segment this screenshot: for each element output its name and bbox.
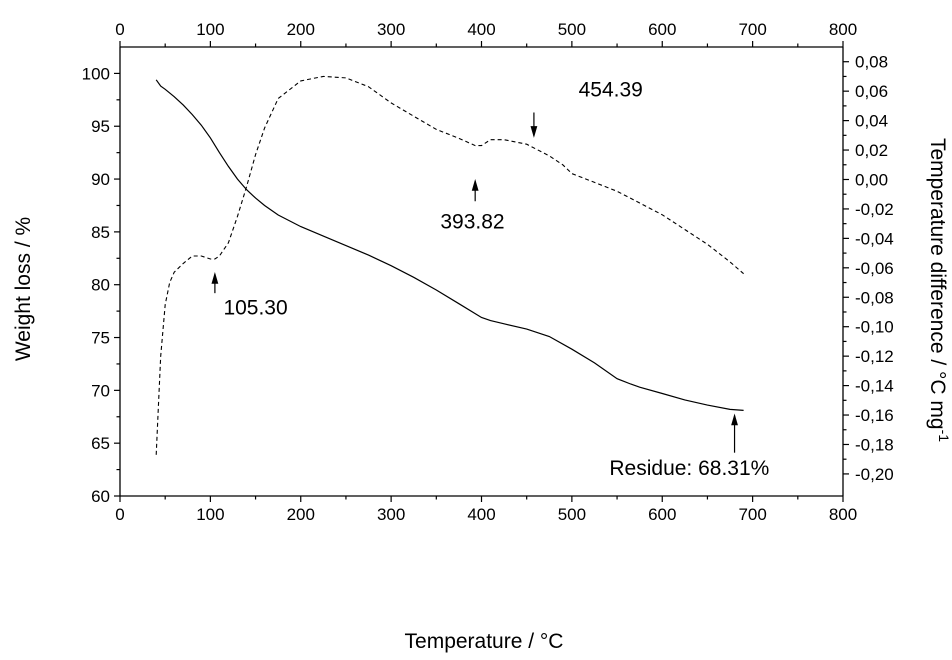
- x-tick-label-bottom: 0: [115, 505, 124, 524]
- weight-loss-curve: [155, 79, 744, 411]
- series-layer: [155, 75, 744, 455]
- y-right-tick-label: -0,14: [855, 377, 894, 396]
- x-axis-bottom-ticks: 0 100 200 300 400 500 600 700 800: [115, 496, 857, 524]
- x-tick-label-top: 400: [467, 20, 495, 39]
- annotation-arrow: [530, 112, 538, 138]
- arrow-head: [471, 179, 479, 191]
- y-right-tick-label: 0,00: [855, 170, 888, 189]
- y-right-tick-label: 0,04: [855, 112, 888, 131]
- x-tick-label-top: 600: [648, 20, 676, 39]
- annotation-label: 454.39: [579, 79, 643, 102]
- x-tick-label-bottom: 700: [738, 505, 766, 524]
- y-axis-left-ticks: 60 65 70 75 80 85 90 95 100: [82, 64, 120, 506]
- x-tick-label-bottom: 400: [467, 505, 495, 524]
- temperature-difference-curve: [155, 75, 744, 455]
- y-right-tick-label: 0,02: [855, 141, 888, 160]
- x-tick-label-top: 200: [287, 20, 315, 39]
- y-right-tick-label: -0,18: [855, 435, 894, 454]
- y-axis-right-ticks: -0,20 -0,18 -0,16 -0,14 -0,12 -0,10 -0,08 -0,06…: [843, 53, 894, 484]
- x-tick-label-bottom: 300: [377, 505, 405, 524]
- x-tick-label-top: 100: [196, 20, 224, 39]
- x-axis-top-ticks: 0 100 200 300 400 500 600 700 800: [115, 20, 857, 47]
- x-axis-title: Temperature / °C: [405, 630, 564, 653]
- x-tick-label-top: 800: [829, 20, 857, 39]
- x-tick-label-top: 300: [377, 20, 405, 39]
- y-right-tick-label: -0,06: [855, 259, 894, 278]
- y-axis-left-title: Weight loss / %: [12, 217, 35, 361]
- y-right-tick-label: 0,06: [855, 82, 888, 101]
- arrow-head: [731, 413, 738, 426]
- x-tick-label-bottom: 100: [196, 505, 224, 524]
- y-right-tick-label: -0,02: [855, 200, 894, 219]
- y-right-tick-label: -0,12: [855, 347, 894, 366]
- annotation-arrow: [211, 271, 219, 294]
- y-axis-right-title-superscript: -1: [936, 430, 952, 443]
- y-right-tick-label: -0,04: [855, 229, 894, 248]
- annotation-arrow: [471, 179, 479, 202]
- arrow-head: [530, 126, 538, 138]
- annotation-label: Residue: 68.31%: [609, 457, 769, 480]
- y-left-tick-label: 80: [91, 276, 110, 295]
- y-left-tick-label: 95: [91, 117, 110, 136]
- y-right-tick-label: -0,08: [855, 288, 894, 307]
- x-tick-label-bottom: 500: [558, 505, 586, 524]
- y-left-tick-label: 75: [91, 329, 110, 348]
- y-right-tick-label: -0,10: [855, 318, 894, 337]
- y-right-tick-label: -0,20: [855, 465, 894, 484]
- x-tick-label-bottom: 600: [648, 505, 676, 524]
- y-axis-right-title: Temperature difference / °C mg-1: [926, 138, 952, 442]
- y-left-tick-label: 60: [91, 487, 110, 506]
- y-left-tick-label: 70: [91, 381, 110, 400]
- x-tick-label-bottom: 200: [287, 505, 315, 524]
- x-tick-label-top: 700: [738, 20, 766, 39]
- y-right-tick-label: 0,08: [855, 53, 888, 72]
- annotation-arrow: [731, 413, 738, 453]
- y-left-tick-label: 100: [82, 64, 110, 83]
- arrow-layer: [211, 112, 738, 453]
- y-left-tick-label: 90: [91, 170, 110, 189]
- annotation-label: 105.30: [223, 296, 287, 319]
- x-tick-label-top: 500: [558, 20, 586, 39]
- y-left-tick-label: 85: [91, 223, 110, 242]
- annotation-layer: 105.30 393.82 454.39 Residue: 68.31%: [223, 79, 769, 480]
- y-left-tick-label: 65: [91, 434, 110, 453]
- annotation-label: 393.82: [440, 211, 504, 234]
- y-axis-right-title-main: Temperature difference / °C mg: [926, 138, 949, 430]
- x-tick-label-bottom: 800: [829, 505, 857, 524]
- y-right-tick-label: -0,16: [855, 406, 894, 425]
- arrow-head: [211, 271, 219, 284]
- x-tick-label-top: 0: [115, 20, 124, 39]
